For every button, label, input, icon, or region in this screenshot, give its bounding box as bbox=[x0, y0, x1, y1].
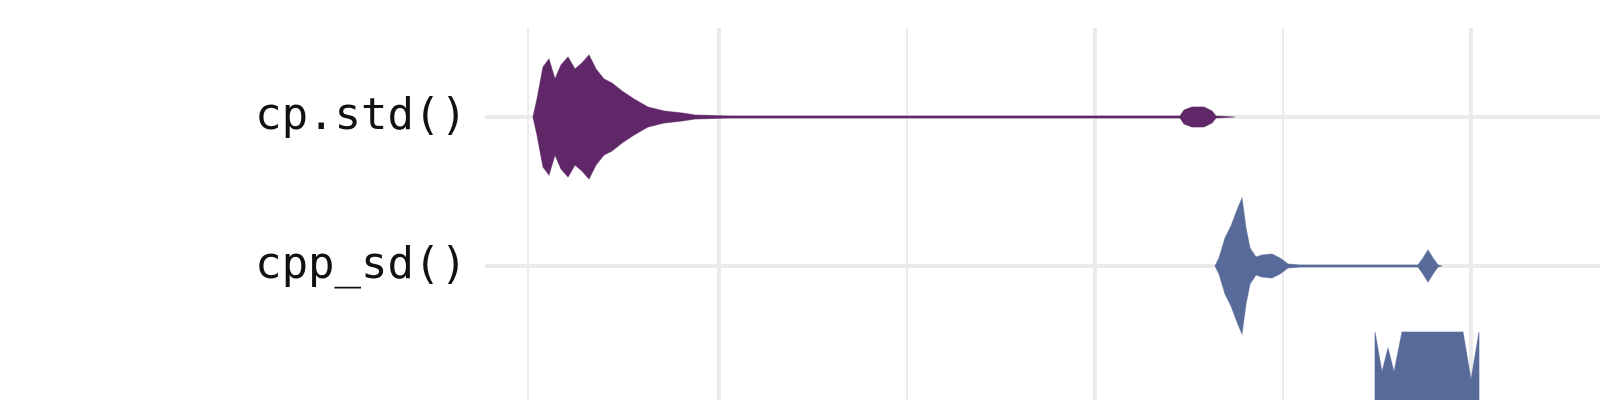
grid bbox=[527, 28, 1473, 400]
violin bbox=[1214, 196, 1443, 336]
violin bbox=[1374, 331, 1480, 400]
violin bbox=[532, 54, 1236, 180]
y-tick-label: cpp_sd() bbox=[255, 238, 467, 289]
y-tick-label: cp.std() bbox=[255, 89, 467, 140]
